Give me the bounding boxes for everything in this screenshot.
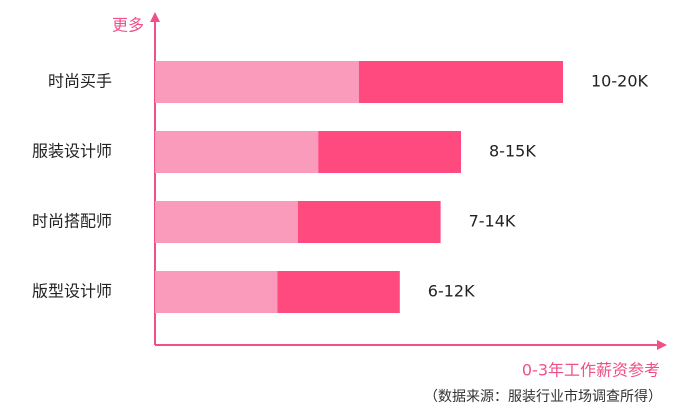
bar-low: [155, 271, 278, 313]
category-label: 版型设计师: [32, 282, 112, 301]
bar-range: [359, 61, 563, 103]
category-label: 时尚搭配师: [32, 212, 112, 231]
value-label: 10-20K: [591, 72, 648, 91]
value-label: 7-14K: [469, 212, 516, 231]
value-label: 6-12K: [428, 282, 475, 301]
bar-range: [318, 131, 461, 173]
bar-range: [297, 201, 441, 243]
x-axis-label: 0-3年工作薪资参考: [522, 361, 660, 380]
source-note: （数据来源：服装行业市场调查所得）: [424, 388, 662, 405]
category-label: 时尚买手: [48, 72, 112, 91]
category-label: 服装设计师: [32, 142, 112, 161]
bar-low: [155, 61, 359, 103]
bar-low: [155, 131, 319, 173]
y-axis-arrow: [150, 12, 160, 22]
bar-low: [155, 201, 298, 243]
value-label: 8-15K: [489, 142, 536, 161]
x-axis-arrow: [657, 340, 667, 350]
y-axis-label: 更多: [112, 16, 144, 35]
bar-range: [277, 271, 400, 313]
